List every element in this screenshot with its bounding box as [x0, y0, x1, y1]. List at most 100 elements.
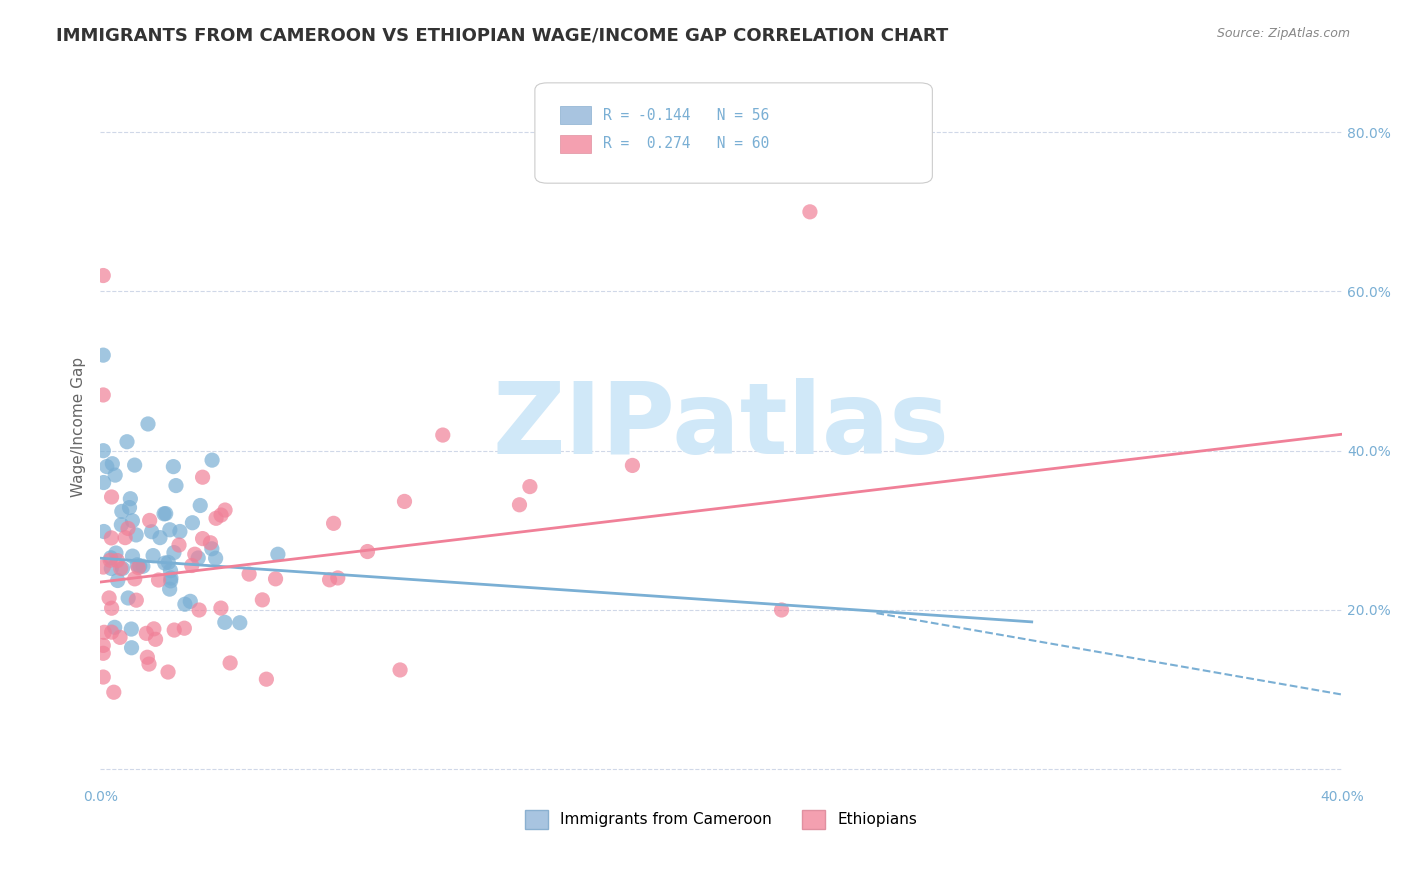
Ethiopians — [105, 553, 128, 567]
Legend: Immigrants from Cameroon, Ethiopians: Immigrants from Cameroon, Ethiopians — [519, 804, 924, 835]
Ethiopians — [98, 553, 121, 567]
Text: ZIPatlas: ZIPatlas — [492, 378, 949, 475]
Ethiopians — [145, 632, 167, 647]
Ethiopians — [148, 573, 170, 587]
Ethiopians — [142, 622, 165, 636]
Text: Source: ZipAtlas.com: Source: ZipAtlas.com — [1216, 27, 1350, 40]
Immigrants from Cameroon — [201, 453, 224, 467]
Ethiopians — [322, 516, 344, 531]
Immigrants from Cameroon — [100, 550, 122, 565]
Ethiopians — [209, 508, 232, 522]
Ethiopians — [91, 646, 114, 660]
Immigrants from Cameroon — [159, 564, 181, 578]
Text: IMMIGRANTS FROM CAMEROON VS ETHIOPIAN WAGE/INCOME GAP CORRELATION CHART: IMMIGRANTS FROM CAMEROON VS ETHIOPIAN WA… — [56, 27, 949, 45]
Immigrants from Cameroon — [201, 541, 224, 556]
Ethiopians — [508, 498, 530, 512]
Immigrants from Cameroon — [159, 582, 181, 596]
Ethiopians — [93, 625, 115, 640]
Ethiopians — [163, 623, 186, 637]
Immigrants from Cameroon — [121, 549, 143, 563]
Immigrants from Cameroon — [163, 546, 186, 560]
Ethiopians — [135, 626, 157, 640]
Immigrants from Cameroon — [149, 531, 172, 545]
Immigrants from Cameroon — [115, 434, 138, 449]
Immigrants from Cameroon — [121, 514, 143, 528]
Ethiopians — [184, 547, 207, 561]
Immigrants from Cameroon — [214, 615, 236, 630]
Ethiopians — [138, 657, 160, 671]
FancyBboxPatch shape — [534, 83, 932, 183]
Text: R = -0.144   N = 56: R = -0.144 N = 56 — [603, 108, 769, 122]
Ethiopians — [326, 571, 349, 585]
Bar — [560, 135, 591, 153]
Immigrants from Cameroon — [104, 620, 127, 634]
Bar — [560, 106, 591, 124]
Immigrants from Cameroon — [136, 417, 159, 431]
Ethiopians — [127, 560, 149, 574]
Immigrants from Cameroon — [118, 500, 141, 515]
Immigrants from Cameroon — [159, 523, 181, 537]
Ethiopians — [209, 601, 232, 615]
Immigrants from Cameroon — [155, 507, 177, 521]
Immigrants from Cameroon — [142, 549, 165, 563]
Ethiopians — [173, 621, 195, 635]
Immigrants from Cameroon — [121, 640, 143, 655]
Immigrants from Cameroon — [173, 597, 195, 611]
Immigrants from Cameroon — [111, 504, 134, 518]
Immigrants from Cameroon — [162, 459, 184, 474]
Immigrants from Cameroon — [267, 547, 290, 561]
Ethiopians — [157, 665, 180, 679]
Immigrants from Cameroon — [93, 524, 115, 539]
Ethiopians — [100, 531, 122, 545]
Immigrants from Cameroon — [141, 524, 163, 539]
Ethiopians — [254, 672, 277, 686]
Ethiopians — [124, 572, 146, 586]
Ethiopians — [252, 593, 274, 607]
Ethiopians — [136, 650, 159, 665]
Ethiopians — [91, 388, 114, 402]
Immigrants from Cameroon — [93, 475, 115, 490]
Immigrants from Cameroon — [91, 443, 114, 458]
Ethiopians — [205, 511, 228, 525]
Immigrants from Cameroon — [117, 591, 139, 605]
Immigrants from Cameroon — [120, 491, 142, 506]
Ethiopians — [180, 558, 202, 573]
Ethiopians — [100, 625, 122, 640]
Ethiopians — [770, 603, 793, 617]
Ethiopians — [91, 560, 114, 574]
Immigrants from Cameroon — [127, 558, 149, 572]
Immigrants from Cameroon — [104, 546, 127, 560]
Ethiopians — [200, 536, 222, 550]
Immigrants from Cameroon — [153, 556, 176, 570]
Immigrants from Cameroon — [100, 561, 122, 575]
Ethiopians — [100, 601, 122, 615]
Ethiopians — [191, 470, 214, 484]
Immigrants from Cameroon — [181, 516, 204, 530]
Ethiopians — [621, 458, 644, 473]
Immigrants from Cameroon — [169, 524, 191, 539]
Immigrants from Cameroon — [229, 615, 252, 630]
Ethiopians — [114, 531, 136, 545]
Ethiopians — [799, 204, 821, 219]
Immigrants from Cameroon — [132, 559, 155, 574]
Ethiopians — [432, 428, 454, 442]
Ethiopians — [188, 603, 211, 617]
Ethiopians — [117, 521, 139, 535]
Ethiopians — [318, 573, 340, 587]
Ethiopians — [91, 670, 114, 684]
Ethiopians — [110, 561, 132, 575]
Ethiopians — [191, 532, 214, 546]
Ethiopians — [264, 572, 287, 586]
Immigrants from Cameroon — [160, 571, 183, 585]
Y-axis label: Wage/Income Gap: Wage/Income Gap — [72, 357, 86, 497]
Text: R =  0.274   N = 60: R = 0.274 N = 60 — [603, 136, 769, 152]
Immigrants from Cameroon — [179, 594, 201, 608]
Immigrants from Cameroon — [120, 622, 142, 636]
Ethiopians — [394, 494, 416, 508]
Ethiopians — [519, 479, 541, 493]
Immigrants from Cameroon — [125, 528, 148, 542]
Ethiopians — [91, 268, 114, 283]
Immigrants from Cameroon — [96, 459, 118, 474]
Ethiopians — [214, 503, 236, 517]
Ethiopians — [219, 656, 242, 670]
